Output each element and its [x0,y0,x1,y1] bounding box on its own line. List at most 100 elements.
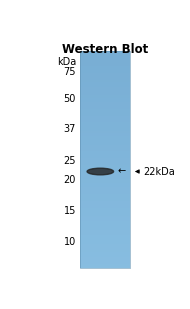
Bar [80,228,130,230]
Bar [80,152,130,154]
Bar [80,206,130,208]
Bar [80,208,130,210]
Bar [80,252,130,253]
Bar [80,181,130,183]
Bar [80,226,130,228]
Bar [80,60,130,62]
Bar [80,57,130,59]
Bar [80,141,130,143]
Bar [80,55,130,57]
Bar [80,197,130,199]
Bar [80,111,130,113]
Bar [80,140,130,142]
Bar [80,192,130,194]
Bar [80,185,130,187]
Bar [80,264,130,266]
Bar [80,67,130,70]
Bar [80,84,130,86]
Bar [80,89,130,91]
Bar [80,199,130,201]
Bar [80,76,130,78]
Bar [80,176,130,178]
Bar [80,120,130,122]
Bar [80,143,130,145]
Bar [80,121,130,124]
Bar [80,237,130,239]
Bar [80,253,130,255]
Bar [80,163,130,165]
Bar [80,58,130,60]
Bar [80,201,130,203]
Bar [80,239,130,241]
Bar [80,266,130,268]
Bar [80,255,130,257]
Bar [80,100,130,102]
Bar [80,69,130,71]
Bar [80,118,130,120]
Bar [80,262,130,264]
Bar [80,51,130,53]
Bar [80,136,130,138]
Bar [80,71,130,73]
Bar [80,221,130,223]
Bar [80,93,130,95]
Bar [80,138,130,140]
Bar [80,161,130,163]
Bar [80,172,130,174]
Text: Western Blot: Western Blot [62,43,149,56]
Bar [80,62,130,64]
Bar [80,183,130,185]
Bar [80,107,130,109]
Bar [80,222,130,225]
Bar [80,96,130,98]
Bar [80,125,130,127]
Bar [80,231,130,234]
Bar [80,235,130,237]
Bar [80,170,130,172]
Bar [80,145,130,147]
Bar [80,224,130,226]
Bar [80,194,130,196]
Text: 25: 25 [63,156,76,166]
Text: 20: 20 [64,175,76,185]
Bar [80,150,130,152]
Bar [80,217,130,219]
Bar [80,104,130,105]
Bar [80,114,130,116]
Bar [80,53,130,55]
Bar [80,129,130,131]
Text: 75: 75 [63,66,76,77]
Text: 15: 15 [64,206,76,216]
Bar [80,167,130,169]
Bar [80,98,130,100]
Bar [80,214,130,216]
Text: 10: 10 [64,237,76,247]
Bar [80,127,130,129]
Bar [80,112,130,115]
Bar [80,168,130,171]
Bar [80,130,130,133]
Bar [80,132,130,134]
Bar [80,78,130,80]
Bar [80,87,130,89]
Bar [80,242,130,244]
Bar [80,241,130,243]
Bar [80,82,130,84]
Bar [80,95,130,96]
Bar [80,159,130,161]
Bar [80,179,130,181]
Bar [80,102,130,104]
Bar [80,85,130,87]
Bar [80,248,130,250]
Bar [80,174,130,176]
Bar [80,66,130,68]
Bar [80,134,130,136]
Bar [80,177,130,180]
Bar [80,196,130,197]
Bar [80,116,130,118]
Bar [80,250,130,252]
Bar [80,230,130,232]
Text: kDa: kDa [57,57,76,67]
Bar [80,147,130,149]
Bar [80,233,130,235]
